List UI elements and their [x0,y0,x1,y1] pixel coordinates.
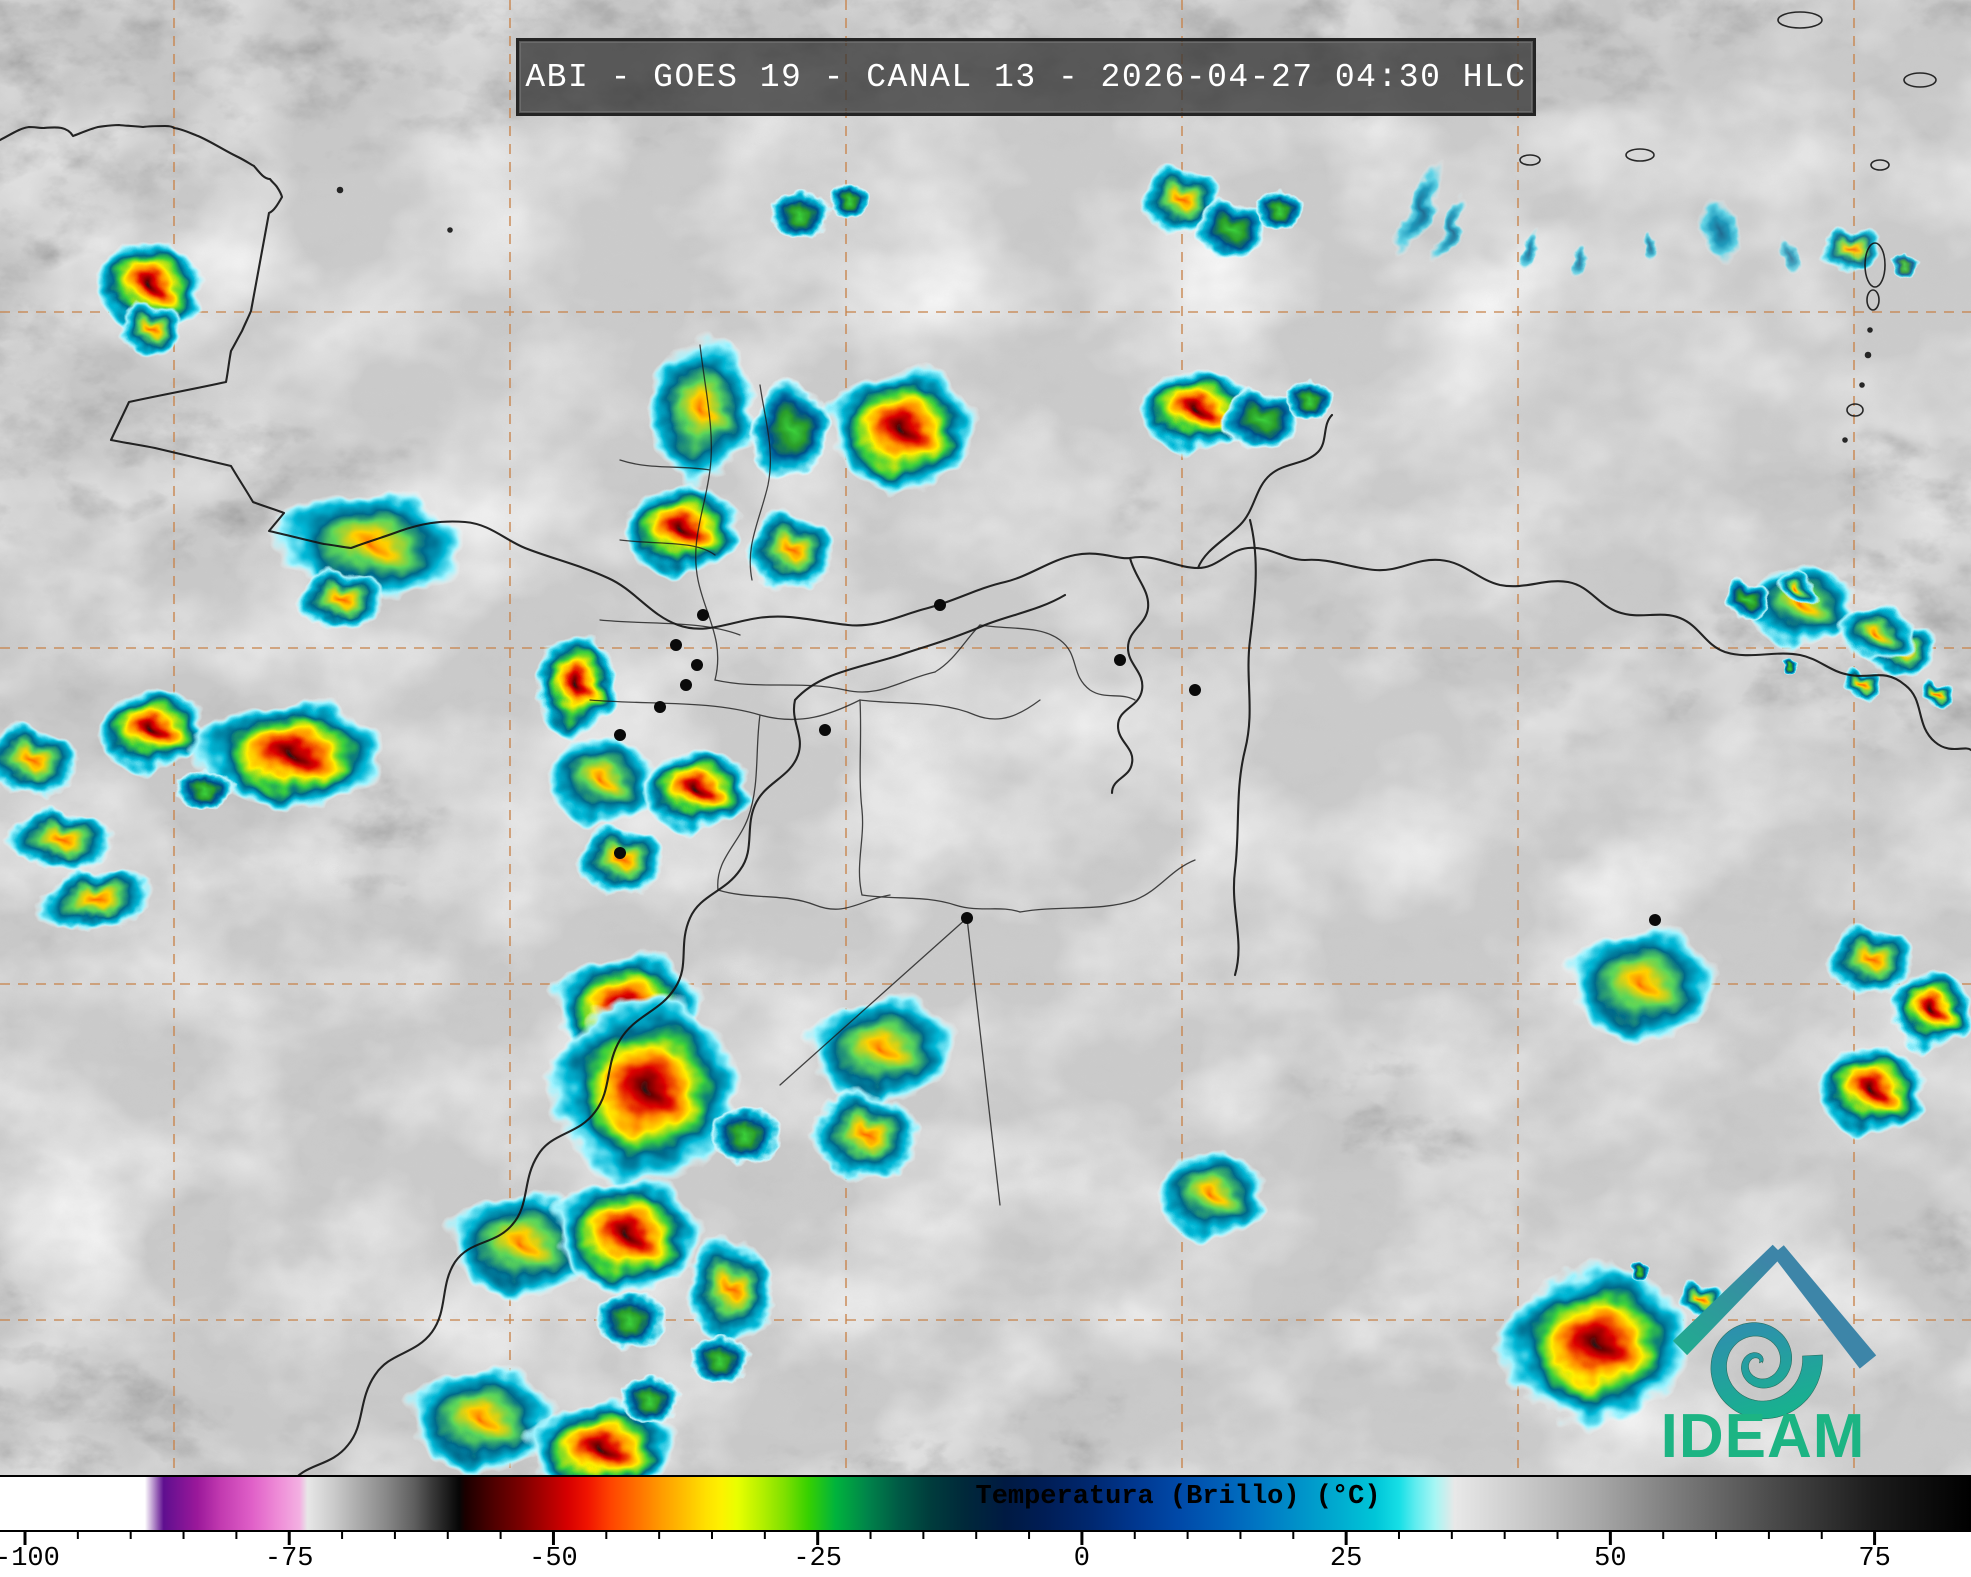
svg-text:IDEAM: IDEAM [1661,1402,1866,1471]
